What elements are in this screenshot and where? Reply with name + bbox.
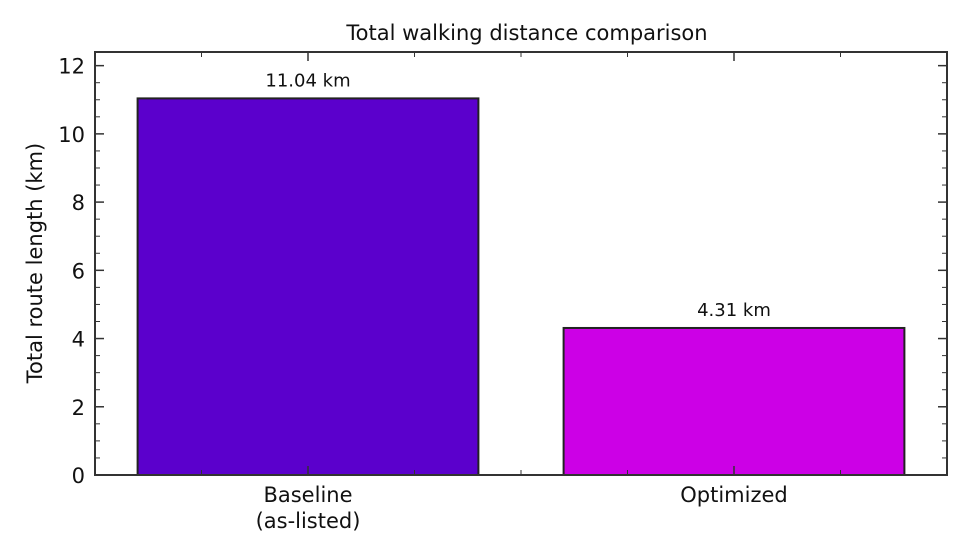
plot-frame xyxy=(94,51,948,476)
x-tick-label: Baseline xyxy=(263,483,352,507)
bar-1 xyxy=(562,326,906,476)
y-tick-label: 12 xyxy=(58,55,85,79)
y-tick-label: 2 xyxy=(72,396,85,420)
x-tick-labels: Baseline(as-listed) Optimized xyxy=(256,483,788,533)
chart-title: Total walking distance comparison xyxy=(345,21,707,45)
y-tick-label: 4 xyxy=(72,328,85,352)
x-tick-label: (as-listed) xyxy=(256,509,361,533)
axis-ticks xyxy=(95,52,947,476)
bars-group xyxy=(136,97,906,476)
bar-0 xyxy=(136,97,480,476)
bar-value-label: 11.04 km xyxy=(265,70,350,91)
bar-value-labels: 11.04 km 4.31 km xyxy=(265,70,770,321)
y-tick-labels: 0 2 4 6 8 10 12 xyxy=(58,55,85,488)
y-axis-label: Total route length (km) xyxy=(23,143,47,385)
y-tick-label: 8 xyxy=(72,191,85,215)
y-tick-label: 6 xyxy=(72,259,85,283)
y-tick-label: 0 xyxy=(72,464,85,488)
x-tick-label: Optimized xyxy=(680,483,788,507)
y-tick-label: 10 xyxy=(58,123,85,147)
bar-value-label: 4.31 km xyxy=(697,300,771,321)
